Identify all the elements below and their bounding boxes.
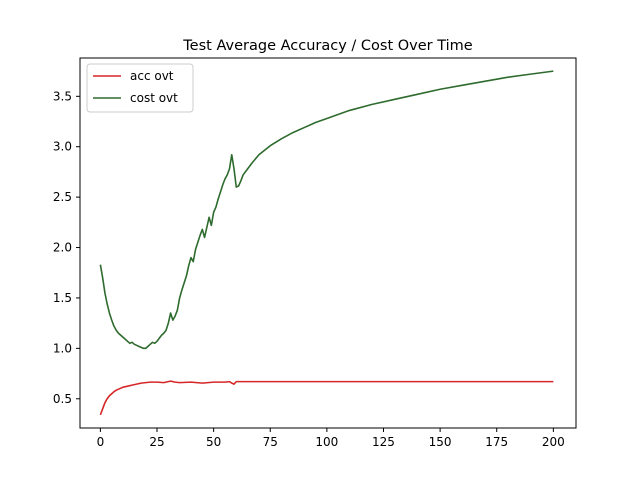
y-tick-label: 0.5 bbox=[53, 392, 72, 406]
y-tick-label: 1.0 bbox=[53, 341, 72, 355]
legend: acc ovt cost ovt bbox=[86, 63, 194, 113]
x-tick-label: 125 bbox=[372, 435, 395, 449]
y-tick-label: 2.0 bbox=[53, 241, 72, 255]
legend-label-cost-ovt: cost ovt bbox=[130, 91, 178, 105]
x-tick-label: 100 bbox=[315, 435, 338, 449]
x-tick-label: 25 bbox=[149, 435, 164, 449]
series-layer bbox=[99, 70, 554, 416]
y-axis: 0.5 1.0 1.5 2.0 2.5 3.0 3.5 bbox=[53, 89, 80, 406]
x-tick-label: 200 bbox=[542, 435, 565, 449]
x-axis: 0 25 50 75 100 125 150 175 200 bbox=[97, 428, 565, 449]
x-tick-label: 75 bbox=[263, 435, 278, 449]
x-tick-label: 150 bbox=[429, 435, 452, 449]
chart-title: Test Average Accuracy / Cost Over Time bbox=[182, 38, 473, 54]
series-line-acc-ovt bbox=[99, 380, 554, 416]
x-tick-label: 175 bbox=[485, 435, 508, 449]
y-tick-label: 2.5 bbox=[53, 190, 72, 204]
plot-area-frame bbox=[79, 57, 577, 429]
y-tick-label: 3.0 bbox=[53, 140, 72, 154]
x-tick-label: 0 bbox=[97, 435, 105, 449]
x-tick-label: 50 bbox=[206, 435, 221, 449]
series-line-cost-ovt bbox=[99, 70, 554, 350]
legend-label-acc-ovt: acc ovt bbox=[130, 69, 174, 83]
y-tick-label: 3.5 bbox=[53, 89, 72, 103]
y-tick-label: 1.5 bbox=[53, 291, 72, 305]
